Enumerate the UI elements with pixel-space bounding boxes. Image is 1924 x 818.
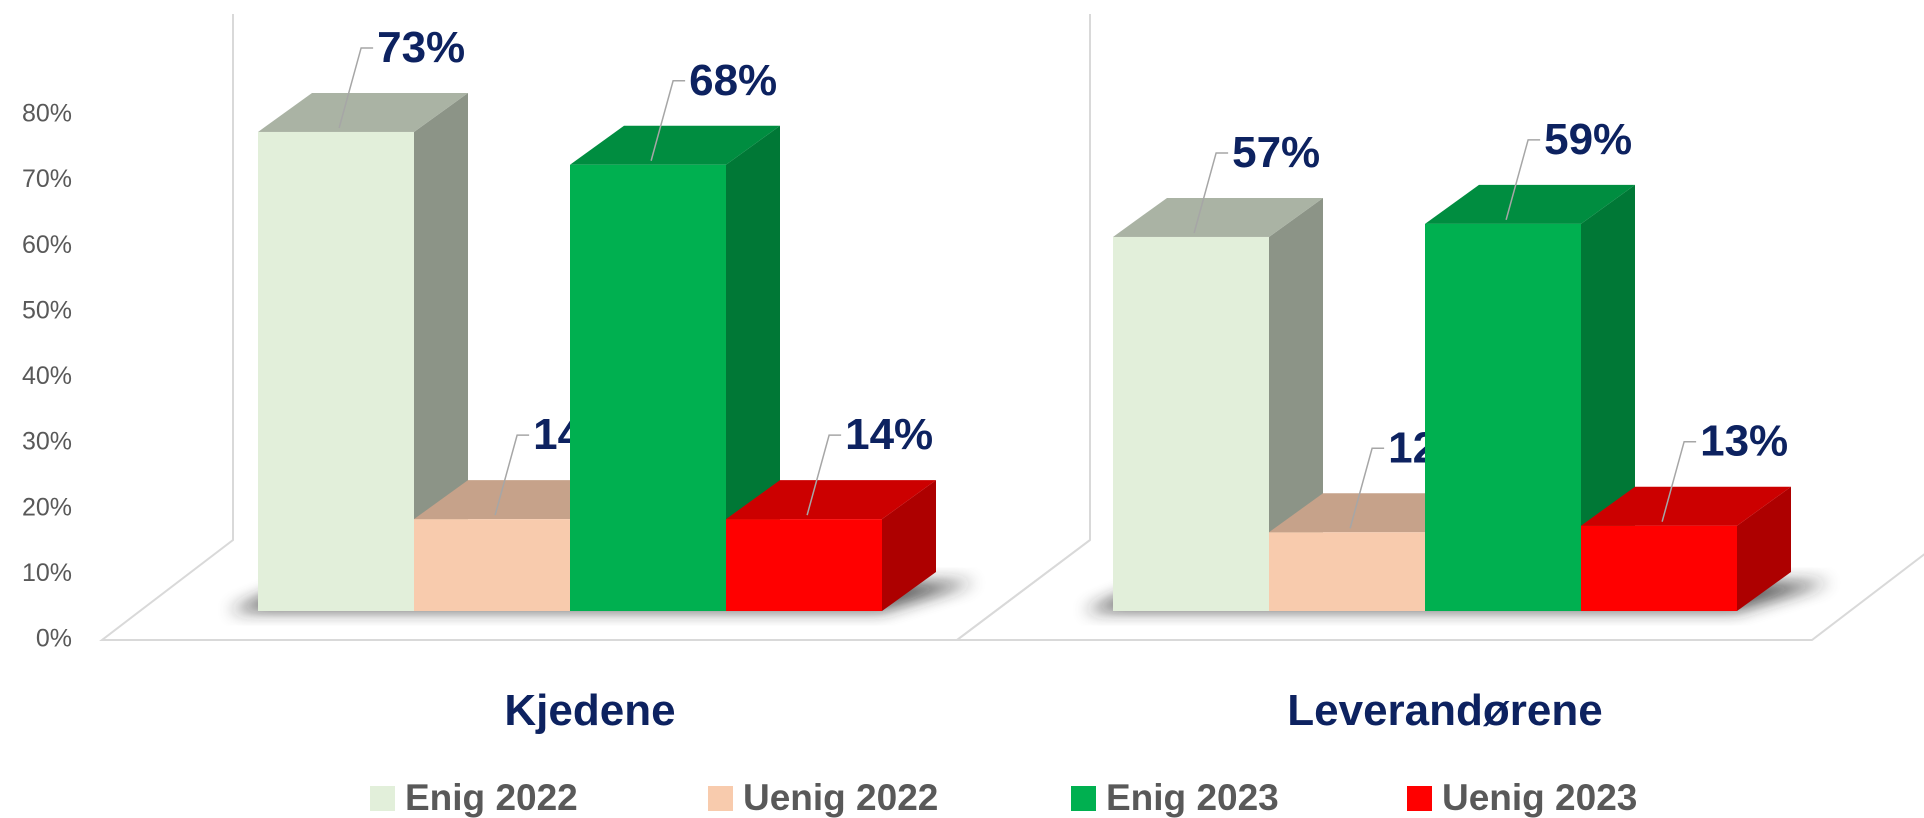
bar-side <box>726 125 780 611</box>
wall-right <box>954 539 1924 641</box>
y-tick-label: 50% <box>22 296 72 324</box>
legend-label: Uenig 2022 <box>743 777 938 818</box>
bar <box>1113 236 1269 611</box>
leader-line <box>1661 440 1697 522</box>
bar-side <box>414 92 468 611</box>
bar-top <box>1425 184 1635 224</box>
leader-line <box>650 80 686 161</box>
legend-label: Enig 2022 <box>405 777 578 818</box>
bar <box>1581 525 1737 611</box>
bar <box>258 131 414 611</box>
leader-line <box>494 434 530 516</box>
bar-top <box>1113 197 1323 237</box>
bar-side <box>1737 486 1791 611</box>
bar <box>1269 532 1425 611</box>
legend-swatch <box>1407 786 1432 811</box>
y-tick-label: 60% <box>22 231 72 259</box>
category-label: Leverandørene <box>1287 686 1602 735</box>
leader-line <box>1349 447 1385 529</box>
chart-walls <box>99 14 1924 641</box>
bar-side <box>882 480 936 611</box>
y-tick-label: 40% <box>22 362 72 390</box>
leader-line <box>338 47 374 129</box>
bar <box>570 164 726 611</box>
y-tick-label: 80% <box>22 100 72 128</box>
legend-swatch <box>1071 786 1096 811</box>
bar <box>726 519 882 611</box>
legend-label: Enig 2023 <box>1106 777 1279 818</box>
bar <box>1425 223 1581 611</box>
y-tick-label: 20% <box>22 493 72 521</box>
y-tick-label: 70% <box>22 165 72 193</box>
bar-top <box>570 125 780 165</box>
data-label: 68% <box>689 56 777 105</box>
y-tick-label: 30% <box>22 428 72 456</box>
data-label: 57% <box>1232 128 1320 177</box>
data-label: 14% <box>845 410 933 459</box>
legend-label: Uenig 2023 <box>1442 777 1637 818</box>
y-tick-label: 0% <box>36 625 72 653</box>
data-label: 73% <box>377 23 465 72</box>
bar-top <box>1581 486 1791 526</box>
leader-line <box>1193 152 1229 234</box>
category-label: Kjedene <box>504 686 675 735</box>
y-tick-label: 10% <box>22 559 72 587</box>
bar-top <box>258 92 468 132</box>
legend-swatch <box>708 786 733 811</box>
data-label: 13% <box>1700 417 1788 466</box>
leader-line <box>1505 139 1541 221</box>
data-label: 59% <box>1544 115 1632 164</box>
bar-top <box>726 480 936 520</box>
legend-swatch <box>370 786 395 811</box>
bar <box>414 519 570 611</box>
wall-left <box>99 14 1091 641</box>
leader-line <box>806 434 842 516</box>
